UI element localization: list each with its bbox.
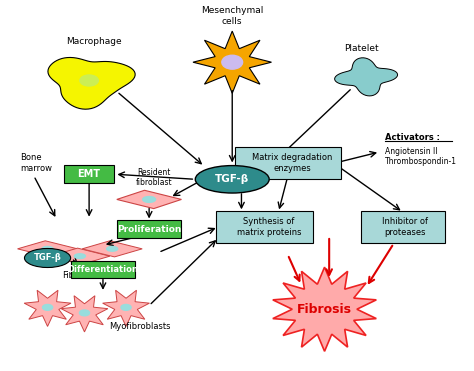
FancyBboxPatch shape (362, 211, 445, 243)
Ellipse shape (80, 75, 98, 86)
Polygon shape (82, 241, 142, 257)
Ellipse shape (43, 305, 53, 310)
Text: TGF-β: TGF-β (215, 174, 249, 184)
FancyBboxPatch shape (117, 220, 182, 238)
Ellipse shape (143, 197, 155, 202)
Polygon shape (61, 296, 108, 332)
Text: Activators :: Activators : (384, 133, 439, 142)
FancyBboxPatch shape (64, 165, 115, 183)
Text: Fibrosis: Fibrosis (297, 303, 352, 316)
Ellipse shape (107, 246, 118, 251)
Text: Platelet: Platelet (344, 44, 379, 53)
FancyBboxPatch shape (71, 261, 135, 279)
Text: Angiotensin II: Angiotensin II (384, 147, 437, 155)
Text: Resident
fibroblast: Resident fibroblast (136, 168, 172, 187)
Polygon shape (117, 190, 182, 209)
Ellipse shape (80, 310, 90, 316)
FancyBboxPatch shape (216, 211, 313, 243)
Ellipse shape (195, 165, 269, 193)
Text: TGF-β: TGF-β (34, 253, 62, 263)
Polygon shape (48, 58, 135, 109)
Text: Matrix degradation
enzymes: Matrix degradation enzymes (252, 153, 332, 173)
Ellipse shape (42, 246, 53, 251)
Text: Thrombospondin-1: Thrombospondin-1 (384, 157, 456, 166)
Text: Mesenchymal
cells: Mesenchymal cells (201, 6, 264, 26)
Polygon shape (273, 267, 376, 351)
Polygon shape (193, 31, 272, 93)
Text: Inhibitor of
proteases: Inhibitor of proteases (383, 217, 428, 237)
Ellipse shape (25, 249, 71, 267)
Ellipse shape (74, 254, 85, 259)
Text: Macrophage: Macrophage (66, 37, 121, 46)
Text: Synthesis of
matrix proteins: Synthesis of matrix proteins (237, 217, 301, 237)
Polygon shape (335, 58, 398, 96)
Ellipse shape (121, 305, 131, 310)
Ellipse shape (222, 55, 243, 69)
Polygon shape (24, 290, 71, 326)
Polygon shape (18, 241, 78, 257)
FancyBboxPatch shape (235, 147, 341, 178)
Text: Differentiation: Differentiation (67, 265, 138, 274)
Polygon shape (103, 290, 149, 326)
Text: Proliferation: Proliferation (117, 224, 182, 234)
Text: EMT: EMT (78, 169, 100, 179)
Polygon shape (50, 248, 110, 264)
Text: Bone
marrow: Bone marrow (20, 153, 52, 173)
Text: Fibroblasts: Fibroblasts (62, 271, 107, 280)
Text: Myofibroblasts: Myofibroblasts (109, 322, 171, 331)
